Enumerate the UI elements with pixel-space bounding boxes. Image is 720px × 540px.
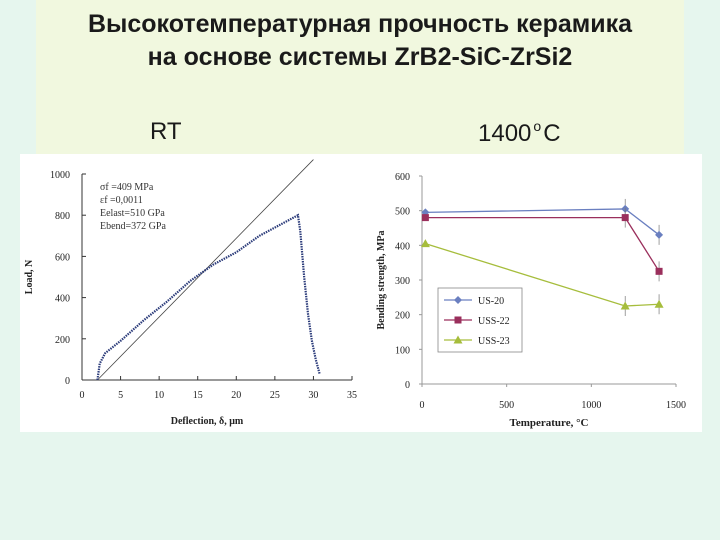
data-point-marker xyxy=(655,230,664,239)
legend-label: USS-22 xyxy=(478,316,510,327)
data-point-marker xyxy=(421,214,429,222)
x-tick-label: 5 xyxy=(118,390,123,401)
x-tick-label: 30 xyxy=(308,390,318,401)
data-point-marker xyxy=(620,301,630,310)
title-line-1: Высокотемпературная прочность керамика xyxy=(87,10,633,38)
y-tick-label: 300 xyxy=(395,276,410,287)
strength-temperature-chart-panel: 0 100 200 300 400 500 600 0 500 1000 1500 Temperatu… xyxy=(372,154,702,432)
y-tick-label: 200 xyxy=(395,311,410,322)
data-point-marker xyxy=(654,299,664,308)
slide-title: Высокотемпературная прочность керамика н… xyxy=(0,8,720,74)
x-tick-label: 0 xyxy=(420,400,425,411)
x-tick-label: 1500 xyxy=(666,400,686,411)
data-point-marker xyxy=(420,239,430,248)
load-deflection-curve xyxy=(96,213,321,381)
y-tick-label: 400 xyxy=(55,294,70,305)
y-tick-label: 400 xyxy=(395,241,410,252)
y-tick-label: 100 xyxy=(395,345,410,356)
title-line-2: на основе системы ZrB2-SiC-ZrSi2 xyxy=(147,43,573,71)
label-1400c: 1400 oC xyxy=(478,118,561,148)
series-line-uss-22 xyxy=(425,216,660,272)
x-tick-label: 20 xyxy=(231,390,241,401)
y-axis-label: Load, N xyxy=(24,259,35,294)
data-point-marker xyxy=(454,316,462,324)
series-line-us-20 xyxy=(425,208,660,236)
annotation-text: Eelast=510 GPa xyxy=(100,208,165,219)
y-tick-label: 200 xyxy=(55,335,70,346)
x-tick-label: 10 xyxy=(154,390,164,401)
strength-temperature-chart: 0 100 200 300 400 500 600 0 500 1000 1500 Temperatu… xyxy=(376,172,686,429)
data-point-marker xyxy=(621,214,629,222)
y-tick-label: 500 xyxy=(395,207,410,218)
x-tick-label: 25 xyxy=(270,390,280,401)
annotation-text: εf =0,0011 xyxy=(100,195,143,206)
y-tick-label: 600 xyxy=(55,252,70,263)
data-point-marker xyxy=(453,335,463,344)
label-1400c-value: 1400 xyxy=(478,120,532,147)
legend-label: US-20 xyxy=(478,296,504,307)
annotation-text: σf =409 MPa xyxy=(100,182,154,193)
data-point-marker xyxy=(454,296,462,304)
x-axis-label: Temperature, °C xyxy=(510,417,589,429)
x-tick-label: 1000 xyxy=(581,400,601,411)
y-tick-label: 800 xyxy=(55,211,70,222)
load-deflection-chart: 0 200 400 600 800 1000 0 5 10 15 20 25 30 35 Deflectio… xyxy=(24,159,357,427)
y-tick-label: 600 xyxy=(395,172,410,183)
load-deflection-chart-panel: 0 200 400 600 800 1000 0 5 10 15 20 25 30 35 Deflectio… xyxy=(20,154,372,432)
x-tick-label: 35 xyxy=(347,390,357,401)
y-tick-label: 0 xyxy=(405,380,410,391)
y-axis-label: Bending strength, MPa xyxy=(376,231,387,330)
label-1400c-unit: C xyxy=(543,120,561,147)
legend-label: USS-23 xyxy=(478,336,510,347)
label-room-temperature: RT xyxy=(150,118,182,145)
annotation-text: Ebend=372 GPa xyxy=(100,221,166,232)
y-tick-label: 1000 xyxy=(50,170,70,181)
x-tick-label: 0 xyxy=(80,390,85,401)
label-1400c-degree: o xyxy=(533,118,542,134)
x-tick-label: 15 xyxy=(193,390,203,401)
data-point-marker xyxy=(655,267,663,275)
x-tick-label: 500 xyxy=(499,400,514,411)
y-tick-label: 0 xyxy=(65,376,70,387)
title-background xyxy=(36,0,684,154)
x-axis-label: Deflection, δ, μm xyxy=(171,416,244,427)
